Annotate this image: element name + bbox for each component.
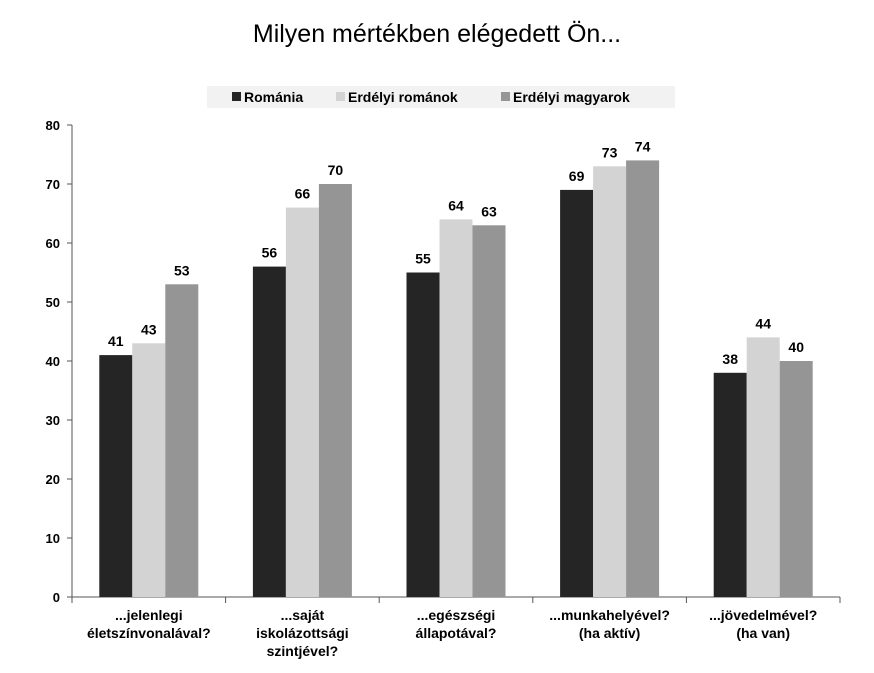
data-label: 70 — [328, 162, 344, 178]
legend-label: Románia — [244, 89, 303, 105]
data-label: 41 — [108, 333, 124, 349]
data-label: 66 — [295, 186, 311, 202]
data-label: 64 — [448, 197, 464, 213]
category-label-line: ...saját — [281, 607, 325, 623]
y-tick-label: 50 — [46, 295, 60, 310]
category-label: ...munkahelyével? (ha aktív) — [549, 607, 670, 641]
category-label-line: ...egészségi — [417, 607, 496, 623]
category-label: ...jelenlegi életszínvonalával? — [87, 607, 211, 641]
bar — [406, 272, 440, 597]
data-label: 43 — [141, 321, 157, 337]
bar — [713, 372, 747, 597]
category-label-line: ...munkahelyével? — [549, 607, 670, 623]
category-label: ...jövedelmével? (ha van) — [709, 607, 817, 641]
bar — [252, 266, 286, 597]
category-label-line: (ha aktív) — [579, 625, 640, 641]
category-label-line: (ha van) — [736, 625, 790, 641]
data-label: 55 — [415, 251, 431, 267]
data-label: 56 — [262, 245, 278, 261]
category-label-line: ...jelenlegi — [115, 607, 183, 623]
legend-box — [207, 86, 675, 108]
y-tick-label: 0 — [53, 590, 60, 605]
legend-label: Erdélyi románok — [348, 89, 458, 105]
legend-swatch — [501, 92, 510, 101]
bar — [560, 189, 594, 597]
data-label: 53 — [174, 262, 190, 278]
y-tick-label: 30 — [46, 413, 60, 428]
bar — [165, 284, 199, 597]
category-label-line: ...jövedelmével? — [709, 607, 817, 623]
legend: Románia Erdélyi románok Erdélyi magyarok — [207, 86, 675, 108]
category-label-line: életszínvonalával? — [87, 625, 211, 641]
value-labels: 41 43 53 56 66 70 55 64 63 69 73 74 38 44 40 — [108, 138, 804, 366]
category-label-line: iskolázottsági — [256, 625, 349, 641]
y-tick-label: 10 — [46, 531, 60, 546]
y-tick-label: 70 — [46, 177, 60, 192]
y-tick-label: 60 — [46, 236, 60, 251]
category-labels: ...jelenlegi életszínvonalával? ...saját is… — [87, 607, 817, 659]
bar — [318, 184, 352, 597]
bar — [132, 343, 166, 597]
y-tick-label: 80 — [46, 118, 60, 133]
category-label: ...egészségi állapotával? — [416, 607, 497, 641]
legend-swatch — [336, 92, 345, 101]
bars — [99, 160, 813, 598]
data-label: 63 — [481, 203, 497, 219]
y-tick-label: 20 — [46, 472, 60, 487]
bar — [285, 207, 319, 597]
category-label: ...saját iskolázottsági szintjével? — [256, 607, 349, 659]
legend-swatch — [232, 92, 241, 101]
y-tick-label: 40 — [46, 354, 60, 369]
bar — [779, 361, 813, 597]
data-label: 40 — [788, 339, 804, 355]
legend-label: Erdélyi magyarok — [513, 89, 630, 105]
data-label: 44 — [755, 315, 771, 331]
data-label: 74 — [635, 138, 651, 154]
bar — [439, 219, 473, 597]
bar — [746, 337, 780, 597]
category-label-line: állapotával? — [416, 625, 497, 641]
category-label-line: szintjével? — [267, 643, 339, 659]
data-label: 38 — [722, 351, 738, 367]
chart-title: Milyen mértékben elégedett Ön... — [252, 20, 622, 48]
data-label: 69 — [569, 168, 585, 184]
data-label: 73 — [602, 144, 618, 160]
bar — [99, 355, 133, 597]
bar — [472, 225, 506, 598]
bar — [593, 166, 627, 598]
bar — [626, 160, 660, 597]
